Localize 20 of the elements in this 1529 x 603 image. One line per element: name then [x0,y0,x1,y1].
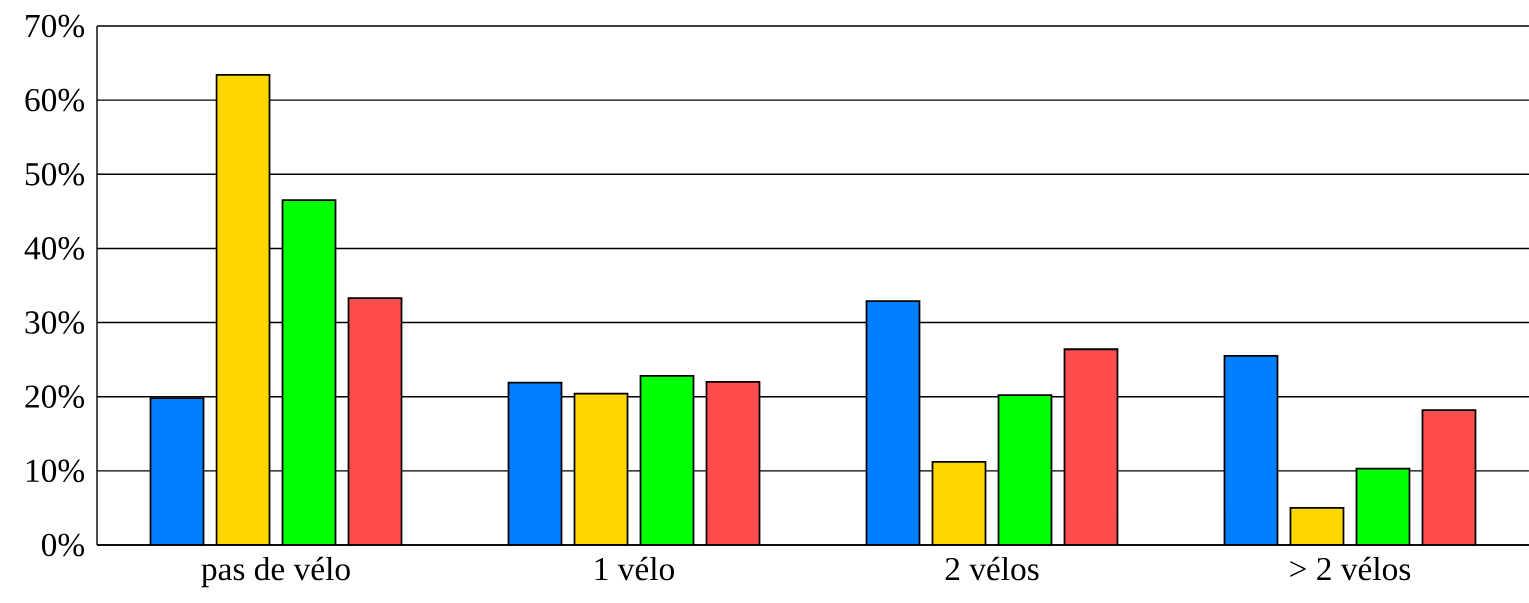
bar [931,461,987,545]
x-tick-label: 2 vélos [945,556,1039,581]
y-tick-label: 70% [26,14,85,38]
bar [281,199,337,545]
bar [997,394,1053,545]
y-tick-label: 60% [25,88,85,112]
y-tick-label: 10% [26,459,85,483]
y-tick-label: 40% [24,237,85,260]
y-tick-label: 30% [25,311,85,334]
bar [215,74,271,545]
bar [639,375,695,545]
bar [1289,507,1345,545]
bar [1355,467,1411,545]
y-tick-label: 0% [41,533,85,557]
x-tick-label: 1 vélo [595,556,674,581]
x-tick-label: > 2 vélos [1290,556,1411,581]
x-tick-label: pas de vélo [201,556,350,588]
bar [573,392,629,545]
y-tick-label: 20% [25,385,85,409]
y-tick-label: 50% [25,162,85,186]
